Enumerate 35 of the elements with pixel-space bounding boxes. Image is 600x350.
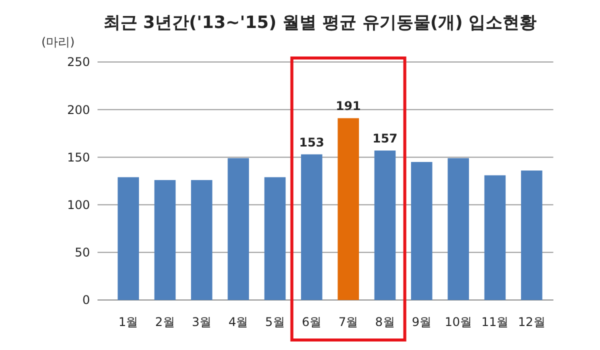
x-tick-label: 10월 <box>444 315 472 329</box>
bar <box>374 150 396 300</box>
bar <box>228 158 249 300</box>
y-tick-label: 200 <box>67 102 90 117</box>
bar <box>338 118 359 300</box>
data-label: 153 <box>299 135 324 150</box>
bar <box>484 175 506 300</box>
x-tick-label: 12월 <box>518 315 546 329</box>
bar <box>301 154 322 300</box>
y-tick-label: 0 <box>82 293 90 308</box>
y-tick-label: 100 <box>67 198 90 212</box>
data-label: 191 <box>336 99 361 114</box>
x-tick-label: 9월 <box>412 315 432 329</box>
bar <box>448 158 469 300</box>
x-tick-label: 2월 <box>155 315 175 329</box>
bar <box>411 162 432 300</box>
data-label: 157 <box>372 132 398 146</box>
x-tick-label: 11월 <box>481 315 509 329</box>
bar <box>154 180 176 300</box>
y-axis-title: (마리) <box>41 35 75 49</box>
y-tick-label: 250 <box>67 55 90 70</box>
bar <box>521 170 542 300</box>
x-tick-label: 5월 <box>265 315 285 329</box>
x-tick-label: 4월 <box>228 315 248 329</box>
x-tick-label: 1월 <box>118 315 138 329</box>
y-tick-label: 50 <box>74 246 90 260</box>
bar <box>118 177 139 300</box>
y-tick-label: 150 <box>67 150 90 164</box>
x-tick-label: 3월 <box>192 315 212 329</box>
chart-title: 최근 3년간('13~'15) 월별 평균 유기동물(개) 입소현황 <box>103 13 537 33</box>
x-tick-label: 8월 <box>375 315 395 329</box>
bar <box>264 177 286 300</box>
x-tick-label: 6월 <box>302 315 322 329</box>
x-tick-label: 7월 <box>338 315 358 329</box>
bar <box>191 180 212 300</box>
